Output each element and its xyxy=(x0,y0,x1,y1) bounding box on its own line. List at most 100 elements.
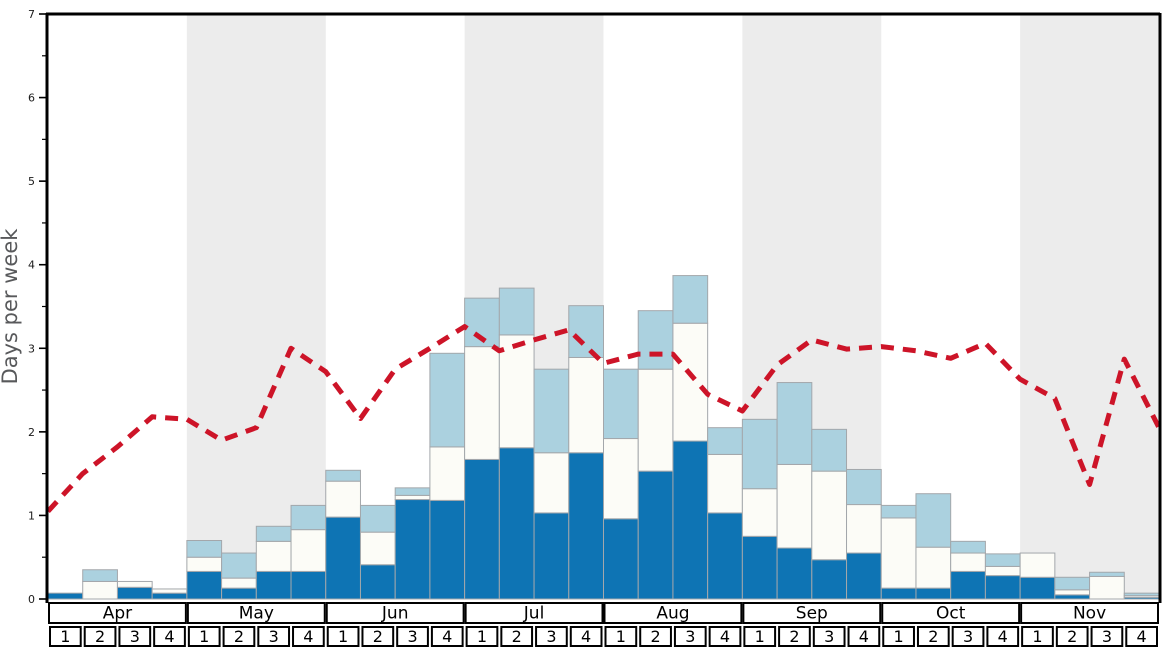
white-middle-segment-week-9 xyxy=(325,480,361,518)
week-label-17: 1 xyxy=(616,627,626,646)
dark-blue-bottom-segment-week-30 xyxy=(1054,594,1091,600)
week-box-27 xyxy=(951,626,985,647)
dark-blue-bottom-segment-week-4 xyxy=(151,592,188,600)
week-box-26 xyxy=(916,626,950,647)
week-box-11 xyxy=(396,626,429,647)
dark-blue-bottom-segment-week-25 xyxy=(880,587,917,600)
white-middle-segment-week-5 xyxy=(186,556,223,572)
month-label-oct: Oct xyxy=(936,604,966,624)
week-box-22 xyxy=(778,626,811,647)
week-label-25: 1 xyxy=(894,627,904,646)
week-label-6: 2 xyxy=(234,627,244,646)
week-box-21 xyxy=(743,626,777,647)
dark-blue-bottom-segment-week-23 xyxy=(811,559,848,600)
dark-blue-bottom-segment-week-22 xyxy=(776,547,813,600)
week-label-19: 3 xyxy=(685,627,695,646)
month-box-aug xyxy=(603,602,743,624)
month-box-may xyxy=(186,602,326,624)
light-blue-top-segment-week-19 xyxy=(672,275,709,324)
week-box-20 xyxy=(708,626,742,647)
week-box-19 xyxy=(673,626,707,647)
white-middle-segment-week-3 xyxy=(116,580,153,588)
month-box-sep xyxy=(742,602,882,624)
white-middle-segment-week-23 xyxy=(811,470,848,561)
dark-blue-bottom-segment-week-11 xyxy=(394,499,431,600)
month-label-jun: Jun xyxy=(381,604,409,624)
dark-blue-bottom-segment-week-8 xyxy=(290,570,327,600)
y-tick-label-4: 4 xyxy=(28,259,35,272)
white-middle-segment-week-7 xyxy=(255,540,292,572)
week-label-14: 2 xyxy=(512,627,522,646)
white-middle-segment-week-24 xyxy=(846,504,882,554)
dark-blue-bottom-segment-week-1 xyxy=(47,592,84,600)
y-axis-label: Days per week xyxy=(0,228,22,385)
week-label-30: 2 xyxy=(1067,627,1077,646)
week-label-20: 4 xyxy=(720,627,730,646)
week-box-18 xyxy=(639,626,672,647)
light-blue-top-segment-week-30 xyxy=(1054,576,1091,591)
week-label-32: 4 xyxy=(1137,627,1147,646)
week-box-25 xyxy=(882,626,915,647)
light-blue-top-segment-week-17 xyxy=(603,368,639,440)
dark-blue-bottom-segment-week-12 xyxy=(429,499,466,600)
month-label-sep: Sep xyxy=(796,604,828,624)
week-box-9 xyxy=(326,626,360,647)
white-middle-segment-week-8 xyxy=(290,529,327,572)
week-box-16 xyxy=(569,626,603,647)
dark-blue-bottom-segment-week-9 xyxy=(325,516,361,600)
white-middle-segment-week-27 xyxy=(950,552,986,572)
week-label-1: 1 xyxy=(60,627,70,646)
week-label-8: 4 xyxy=(303,627,313,646)
week-label-27: 3 xyxy=(963,627,973,646)
y-tick-label-3: 3 xyxy=(28,342,35,355)
week-label-23: 3 xyxy=(824,627,834,646)
month-box-apr xyxy=(48,602,187,624)
white-middle-segment-week-30 xyxy=(1054,589,1091,596)
y-tick-label-1: 1 xyxy=(28,509,35,522)
light-blue-top-segment-week-20 xyxy=(707,427,743,455)
dark-blue-bottom-segment-week-15 xyxy=(533,512,570,600)
y-tick-label-6: 6 xyxy=(28,92,35,105)
dark-blue-bottom-segment-week-5 xyxy=(186,570,223,600)
white-middle-segment-week-15 xyxy=(533,452,570,514)
week-box-23 xyxy=(812,626,846,647)
week-box-1 xyxy=(49,626,82,647)
y-tick-label-0: 0 xyxy=(28,593,35,606)
white-middle-segment-week-12 xyxy=(429,446,466,501)
white-middle-segment-week-19 xyxy=(672,322,709,442)
month-box-oct xyxy=(881,602,1021,624)
week-label-28: 4 xyxy=(998,627,1008,646)
white-middle-segment-week-29 xyxy=(1019,552,1056,578)
white-middle-segment-week-10 xyxy=(359,531,396,566)
month-box-jun xyxy=(325,602,465,624)
white-middle-segment-week-16 xyxy=(568,356,604,454)
month-label-aug: Aug xyxy=(656,604,689,624)
white-middle-segment-week-14 xyxy=(498,334,535,449)
week-label-13: 1 xyxy=(477,627,487,646)
y-tick-label-2: 2 xyxy=(28,426,35,439)
white-middle-segment-week-20 xyxy=(707,453,743,514)
light-blue-top-segment-week-23 xyxy=(811,428,848,472)
dark-blue-bottom-segment-week-17 xyxy=(603,518,639,600)
dark-blue-bottom-segment-week-28 xyxy=(984,575,1021,600)
dark-blue-bottom-segment-week-3 xyxy=(116,586,153,600)
white-middle-segment-week-26 xyxy=(915,546,952,589)
white-middle-segment-week-13 xyxy=(464,346,500,460)
dark-blue-bottom-segment-week-16 xyxy=(568,452,604,600)
week-label-9: 1 xyxy=(338,627,348,646)
dark-blue-bottom-segment-week-26 xyxy=(915,587,952,600)
week-box-14 xyxy=(500,626,534,647)
white-middle-segment-week-11 xyxy=(394,494,431,501)
white-middle-segment-week-4 xyxy=(151,588,188,594)
dark-blue-bottom-segment-week-6 xyxy=(221,587,257,600)
white-middle-segment-week-18 xyxy=(637,368,674,472)
light-blue-top-segment-week-2 xyxy=(82,569,118,582)
dark-blue-bottom-segment-week-13 xyxy=(464,458,500,600)
dark-blue-bottom-segment-week-18 xyxy=(637,470,674,600)
month-box-nov xyxy=(1020,602,1159,624)
y-tick-label-7: 7 xyxy=(28,8,35,21)
light-blue-top-segment-week-25 xyxy=(880,504,917,519)
week-box-13 xyxy=(465,626,499,647)
week-box-3 xyxy=(118,626,152,647)
